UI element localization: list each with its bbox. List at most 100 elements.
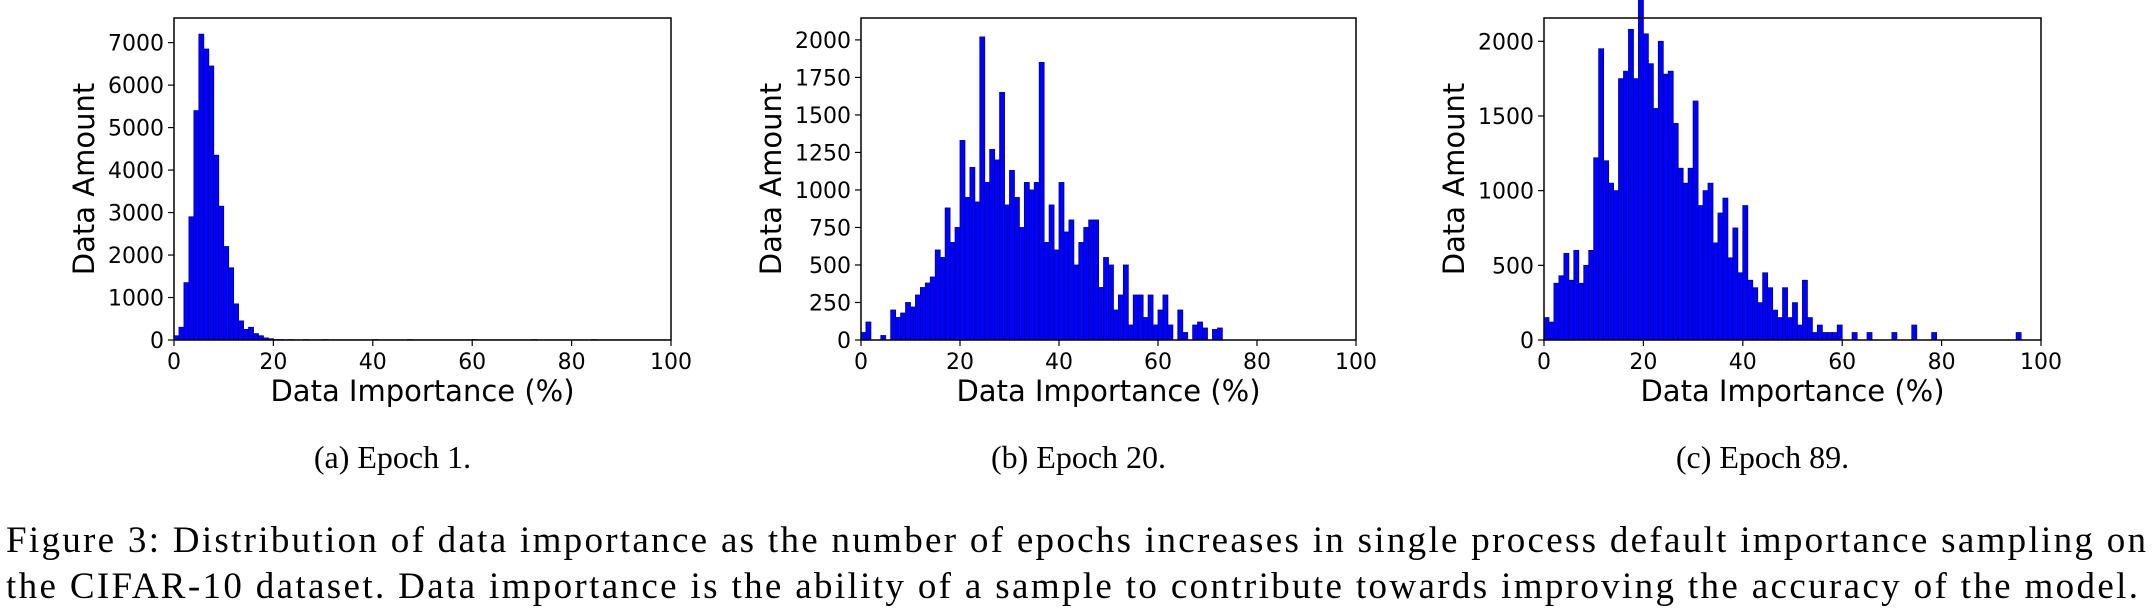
bar	[178, 326, 185, 341]
bar	[1692, 100, 1699, 341]
y-tick-label: 0	[837, 329, 851, 354]
bar	[1078, 242, 1085, 341]
figure-caption: the CIFAR-10 dataset. Data importance is…	[6, 566, 2138, 607]
bar	[1147, 294, 1154, 341]
bar	[939, 257, 946, 341]
bar	[1004, 204, 1010, 341]
bar	[1043, 242, 1050, 341]
bar	[223, 246, 230, 341]
bar	[218, 205, 225, 341]
bar	[989, 149, 996, 341]
bar	[1063, 231, 1070, 341]
y-tick-label: 500	[1492, 254, 1534, 279]
x-axis-label: Data Importance (%)	[270, 374, 574, 408]
bar	[1167, 324, 1174, 341]
bar	[1643, 33, 1649, 341]
bar	[924, 282, 931, 341]
bar	[1732, 227, 1739, 341]
bar	[1009, 170, 1015, 341]
bar	[1757, 302, 1764, 341]
x-axis-label: Data Importance (%)	[956, 374, 1260, 408]
bar	[1737, 272, 1744, 341]
bar	[1058, 182, 1065, 341]
x-tick-label: 20	[946, 350, 974, 375]
bar	[1633, 78, 1639, 341]
y-tick-label: 1000	[1478, 180, 1534, 205]
y-tick-label: 750	[809, 216, 851, 241]
bar	[1638, 0, 1644, 341]
bar	[1742, 205, 1749, 341]
bar	[1792, 302, 1798, 341]
bar	[198, 33, 205, 341]
bar	[1202, 327, 1208, 341]
bar	[1777, 317, 1783, 341]
x-tick-label: 0	[854, 350, 868, 375]
bar	[934, 249, 941, 341]
bar	[1652, 108, 1659, 341]
bar	[1747, 279, 1754, 341]
bar	[974, 201, 981, 341]
bar	[1038, 62, 1045, 341]
bar	[1752, 287, 1759, 341]
bar	[1088, 219, 1095, 341]
x-tick-label: 40	[359, 350, 387, 375]
bar	[1093, 219, 1100, 341]
x-tick-label: 100	[650, 350, 692, 375]
bar	[1563, 252, 1570, 341]
bar	[1598, 48, 1605, 341]
bar	[203, 48, 210, 341]
bar	[208, 65, 215, 341]
bar	[243, 328, 249, 341]
bar	[213, 154, 220, 341]
bar	[900, 312, 906, 341]
bar	[910, 306, 916, 341]
x-axis-label: Data Importance (%)	[1640, 374, 1944, 408]
y-tick-label: 4000	[108, 159, 164, 184]
bar	[1782, 287, 1788, 341]
bar	[1722, 197, 1729, 341]
bar	[1816, 324, 1823, 341]
bar	[1851, 332, 1858, 341]
bar	[1727, 257, 1734, 341]
bar	[1113, 309, 1119, 341]
y-tick-label: 500	[809, 254, 851, 279]
bar	[969, 167, 976, 341]
y-tick-label: 250	[809, 291, 851, 316]
bar	[1583, 264, 1590, 341]
bar	[865, 321, 872, 341]
bar	[238, 320, 244, 341]
x-tick-label: 0	[1537, 350, 1551, 375]
bar	[895, 317, 902, 341]
bar	[1593, 157, 1600, 341]
subcaption: (c) Epoch 89.	[1676, 439, 1849, 475]
bar	[1821, 332, 1828, 341]
y-tick-label: 1500	[795, 104, 851, 129]
bar	[1023, 182, 1030, 341]
y-axis-label: Data Amount	[1437, 83, 1471, 275]
bar	[1767, 287, 1774, 341]
bar	[1568, 279, 1575, 341]
bar	[929, 276, 936, 341]
bar	[1212, 329, 1218, 341]
bar	[1657, 40, 1664, 341]
bar	[1068, 219, 1075, 341]
bar	[1618, 78, 1624, 341]
bar	[1911, 324, 1918, 341]
bar	[1182, 332, 1189, 341]
x-tick-label: 80	[1243, 350, 1271, 375]
axes-frame	[173, 17, 672, 341]
bar	[1677, 167, 1684, 341]
bar	[1053, 249, 1060, 341]
bar	[1717, 212, 1724, 341]
bar	[1807, 317, 1813, 341]
x-tick-label: 40	[1729, 350, 1757, 375]
bar	[905, 302, 911, 341]
y-tick-label: 1000	[795, 179, 851, 204]
bar	[1122, 264, 1129, 341]
axes-frame	[860, 17, 1357, 341]
bar	[1217, 327, 1223, 341]
bar	[1588, 249, 1595, 341]
bar	[248, 326, 254, 341]
bar	[1687, 167, 1694, 341]
